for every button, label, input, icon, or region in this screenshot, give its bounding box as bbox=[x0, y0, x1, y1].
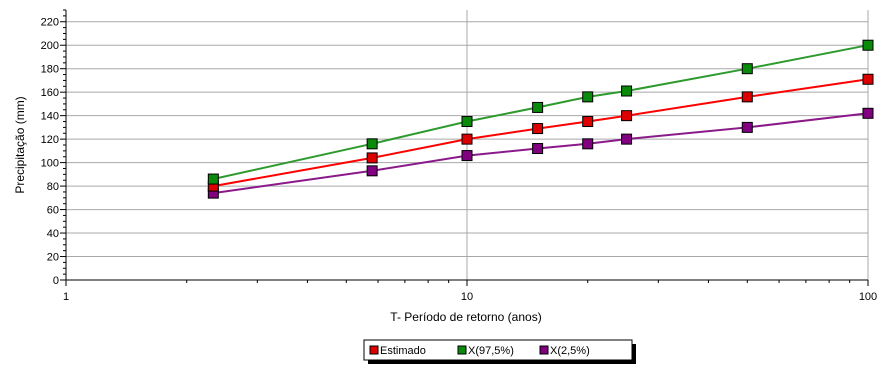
data-point bbox=[366, 152, 378, 164]
data-point bbox=[862, 107, 874, 119]
data-point bbox=[532, 143, 544, 155]
data-point bbox=[461, 116, 473, 128]
data-point bbox=[582, 91, 594, 103]
y-tick-label: 140 bbox=[41, 111, 59, 123]
y-tick-label: 120 bbox=[41, 134, 59, 146]
data-point bbox=[461, 150, 473, 162]
y-tick-label: 160 bbox=[41, 87, 59, 99]
y-tick-label: 180 bbox=[41, 64, 59, 76]
legend-marker-estimado bbox=[369, 345, 379, 355]
legend-box bbox=[363, 339, 633, 361]
tick-labels: 0 20 40 60 80 100 120 140 160 180 200 220 1 10 100 bbox=[41, 17, 878, 303]
legend-label-estimado: Estimado bbox=[380, 345, 426, 357]
y-tick-label: 20 bbox=[47, 252, 59, 264]
y-tick-label: 60 bbox=[47, 205, 59, 217]
y-tick-label: 200 bbox=[41, 40, 59, 52]
data-point bbox=[621, 133, 633, 145]
data-point bbox=[741, 91, 753, 103]
y-tick-label: 80 bbox=[47, 181, 59, 193]
data-point bbox=[366, 165, 378, 177]
y-tick-label: 40 bbox=[47, 228, 59, 240]
data-point bbox=[461, 133, 473, 145]
y-axis-title: Precipitação (mm) bbox=[13, 96, 27, 193]
data-point bbox=[741, 63, 753, 75]
data-point bbox=[621, 110, 633, 122]
series-line bbox=[213, 44, 869, 180]
y-tick-label: 100 bbox=[41, 158, 59, 170]
data-point bbox=[582, 138, 594, 150]
legend-label-x25: X(2,5%) bbox=[550, 345, 590, 357]
legend: Estimado X(97,5%) X(2,5%) bbox=[363, 339, 636, 364]
data-point bbox=[207, 173, 219, 185]
data-point bbox=[741, 121, 753, 133]
data-point bbox=[621, 85, 633, 97]
data-point bbox=[532, 123, 544, 135]
series-line bbox=[213, 78, 869, 188]
x-tick-label: 100 bbox=[859, 291, 877, 303]
y-tick-label: 220 bbox=[41, 17, 59, 29]
y-tick-label: 0 bbox=[53, 275, 59, 287]
grid bbox=[65, 10, 869, 280]
series-line bbox=[213, 112, 869, 195]
data-point bbox=[366, 138, 378, 150]
x-tick-label: 10 bbox=[461, 291, 473, 303]
x-tick-label: 1 bbox=[63, 291, 69, 303]
series-group bbox=[207, 39, 874, 199]
legend-marker-x975 bbox=[457, 345, 467, 355]
x-axis-title: T- Período de retorno (anos) bbox=[390, 310, 541, 324]
legend-label-x975: X(97,5%) bbox=[468, 345, 514, 357]
legend-marker-x25 bbox=[539, 345, 549, 355]
data-point bbox=[582, 116, 594, 128]
data-point bbox=[532, 101, 544, 113]
axes bbox=[60, 9, 869, 286]
data-point bbox=[862, 39, 874, 51]
data-point bbox=[862, 73, 874, 85]
